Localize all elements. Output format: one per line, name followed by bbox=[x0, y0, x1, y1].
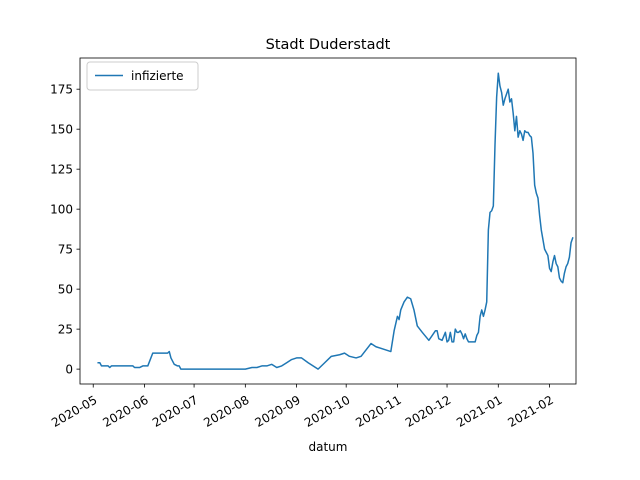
y-tick-label: 50 bbox=[58, 282, 73, 296]
chart-title: Stadt Duderstadt bbox=[266, 37, 391, 53]
legend: infizierte bbox=[87, 62, 198, 90]
y-tick-label: 75 bbox=[58, 242, 73, 256]
y-tick-label: 125 bbox=[50, 162, 73, 176]
y-tick-label: 150 bbox=[50, 122, 73, 136]
y-tick-label: 0 bbox=[65, 362, 73, 376]
legend-label: infizierte bbox=[131, 69, 184, 83]
y-tick-label: 100 bbox=[50, 202, 73, 216]
x-axis-label: datum bbox=[309, 440, 348, 454]
y-tick-label: 25 bbox=[58, 322, 73, 336]
y-tick-label: 175 bbox=[50, 82, 73, 96]
